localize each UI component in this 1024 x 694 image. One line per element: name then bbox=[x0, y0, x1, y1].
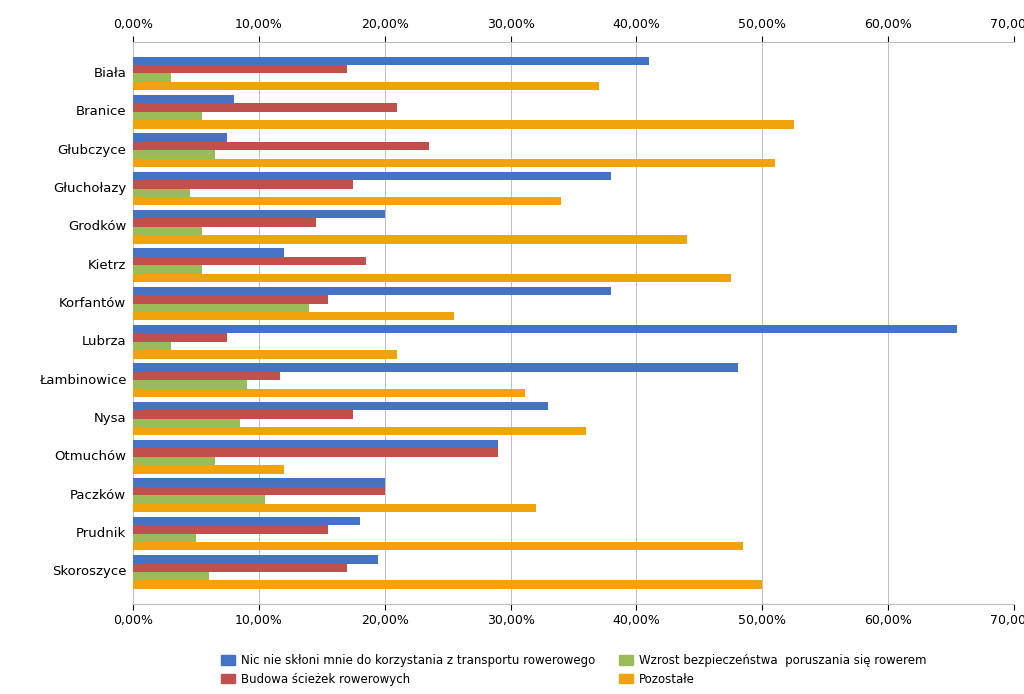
Bar bbox=[133, 287, 611, 295]
Bar bbox=[133, 103, 397, 112]
Bar bbox=[133, 564, 347, 572]
Bar bbox=[133, 364, 737, 372]
Bar bbox=[133, 57, 649, 65]
Bar bbox=[133, 95, 233, 103]
Bar bbox=[133, 572, 209, 580]
Bar bbox=[133, 133, 227, 142]
Bar bbox=[133, 120, 794, 128]
Bar bbox=[133, 555, 379, 564]
Bar bbox=[133, 65, 347, 74]
Bar bbox=[133, 580, 762, 589]
Bar bbox=[133, 171, 611, 180]
Bar bbox=[133, 159, 775, 167]
Bar bbox=[133, 342, 171, 350]
Bar bbox=[133, 219, 315, 227]
Legend: Nic nie skłoni mnie do korzystania z transportu rowerowego, Budowa ścieżek rower: Nic nie skłoni mnie do korzystania z tra… bbox=[216, 649, 931, 691]
Bar bbox=[133, 534, 196, 542]
Bar bbox=[133, 440, 498, 448]
Bar bbox=[133, 189, 189, 197]
Bar bbox=[133, 142, 429, 150]
Bar bbox=[133, 235, 687, 244]
Bar bbox=[133, 427, 586, 435]
Bar bbox=[133, 303, 309, 312]
Bar bbox=[133, 418, 240, 427]
Bar bbox=[133, 112, 203, 120]
Bar bbox=[133, 248, 284, 257]
Bar bbox=[133, 448, 498, 457]
Bar bbox=[133, 389, 525, 397]
Bar bbox=[133, 150, 215, 159]
Bar bbox=[133, 333, 227, 342]
Bar bbox=[133, 410, 353, 418]
Bar bbox=[133, 486, 385, 496]
Bar bbox=[133, 227, 203, 235]
Bar bbox=[133, 504, 536, 512]
Bar bbox=[133, 402, 548, 410]
Bar bbox=[133, 257, 366, 265]
Bar bbox=[133, 312, 454, 321]
Bar bbox=[133, 295, 328, 303]
Bar bbox=[133, 325, 957, 333]
Bar bbox=[133, 466, 284, 474]
Bar bbox=[133, 350, 397, 359]
Bar bbox=[133, 210, 385, 219]
Bar bbox=[133, 197, 561, 205]
Bar bbox=[133, 478, 385, 486]
Bar bbox=[133, 380, 248, 389]
Bar bbox=[133, 372, 281, 380]
Bar bbox=[133, 265, 203, 273]
Bar bbox=[133, 82, 599, 90]
Bar bbox=[133, 525, 328, 534]
Bar bbox=[133, 457, 215, 466]
Bar bbox=[133, 542, 743, 550]
Bar bbox=[133, 74, 171, 82]
Bar bbox=[133, 496, 265, 504]
Bar bbox=[133, 273, 731, 282]
Bar bbox=[133, 180, 353, 189]
Bar bbox=[133, 517, 359, 525]
